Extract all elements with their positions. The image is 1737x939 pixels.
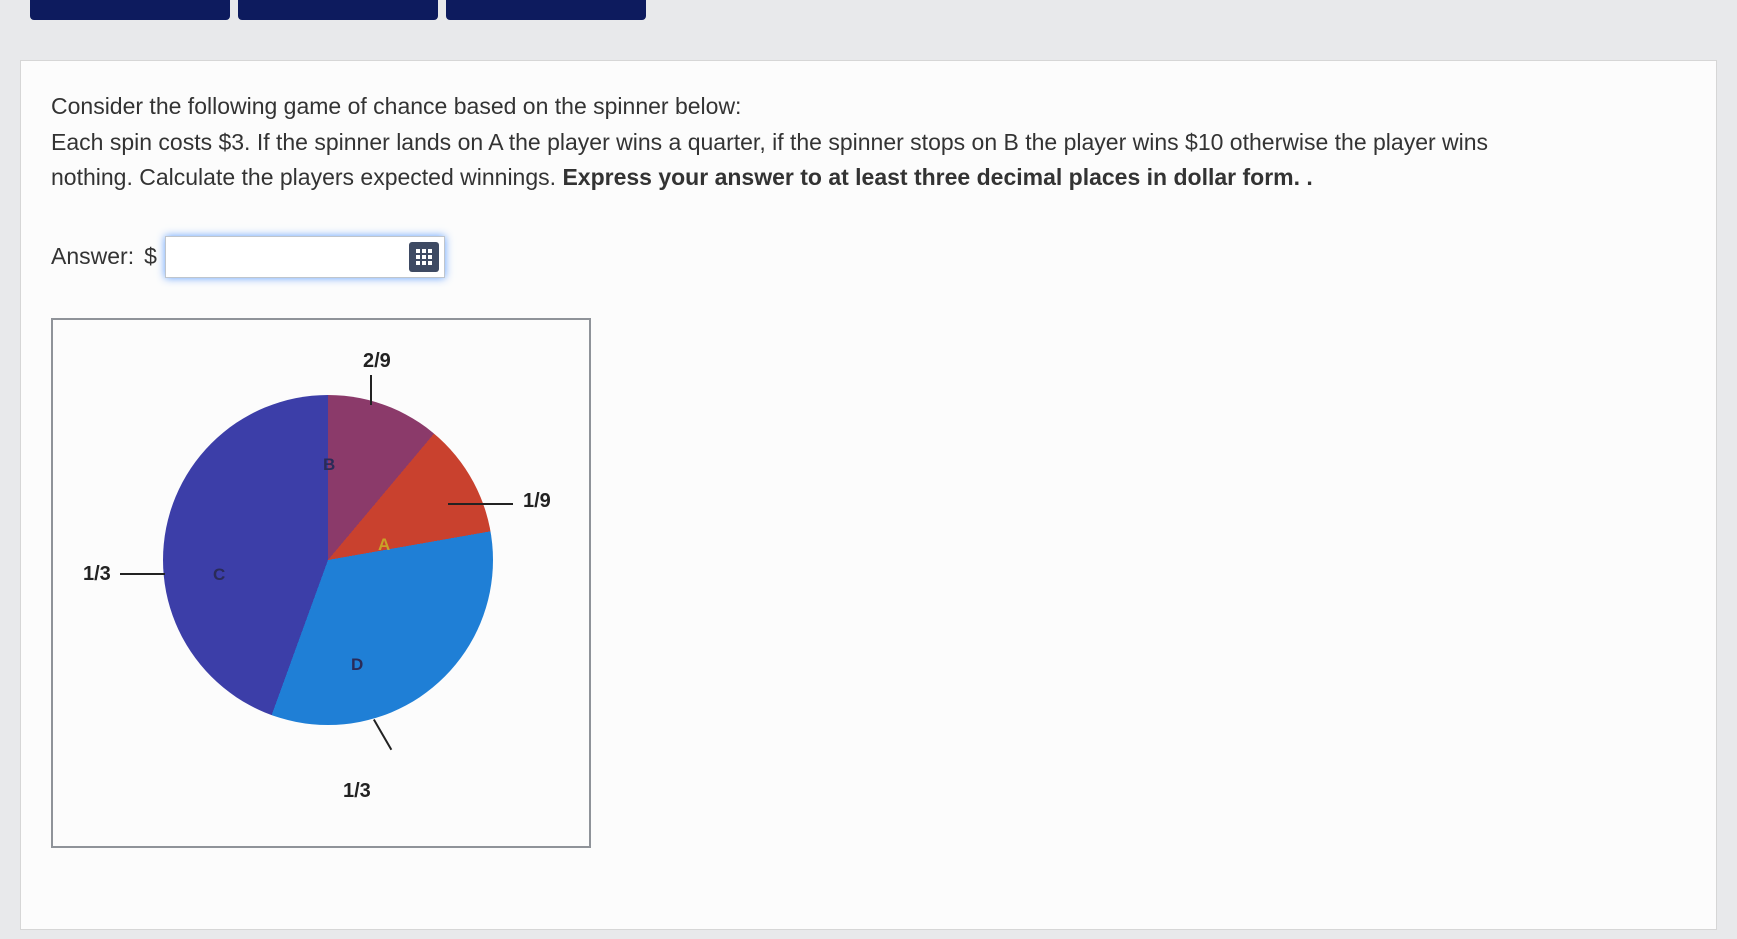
- fraction-label-c: 1/3: [83, 563, 111, 586]
- currency-symbol: $: [144, 243, 157, 270]
- leader-c: [120, 573, 165, 575]
- leader-d: [373, 719, 392, 750]
- question-text: Consider the following game of chance ba…: [51, 89, 1686, 196]
- fraction-label-b: 2/9: [363, 350, 391, 373]
- question-bold: Express your answer to at least three de…: [562, 164, 1312, 190]
- keypad-button[interactable]: [409, 242, 439, 272]
- question-line-1: Consider the following game of chance ba…: [51, 89, 1686, 125]
- fraction-label-a: 1/9: [523, 490, 551, 513]
- nav-button-1[interactable]: [30, 0, 230, 20]
- question-card: Consider the following game of chance ba…: [20, 60, 1717, 930]
- question-line-3: nothing. Calculate the players expected …: [51, 160, 1686, 196]
- keypad-icon: [416, 249, 432, 265]
- answer-row: Answer: $: [51, 236, 1686, 278]
- top-nav-buttons: [0, 0, 1737, 20]
- leader-a: [448, 503, 513, 505]
- fraction-label-d: 1/3: [343, 780, 371, 803]
- question-line-2: Each spin costs $3. If the spinner lands…: [51, 125, 1686, 161]
- slice-label-d: D: [351, 655, 363, 675]
- slice-label-b: B: [323, 455, 335, 475]
- spinner-pie: [163, 395, 493, 725]
- spinner-chart: 1/9 A 2/9 B 1/3 C 1/3 D: [51, 318, 591, 848]
- slice-label-a: A: [378, 535, 390, 555]
- answer-input[interactable]: [165, 236, 445, 278]
- nav-button-2[interactable]: [238, 0, 438, 20]
- leader-b: [370, 375, 372, 405]
- nav-button-3[interactable]: [446, 0, 646, 20]
- answer-label: Answer:: [51, 243, 134, 270]
- slice-label-c: C: [213, 565, 225, 585]
- answer-input-wrap: [165, 236, 445, 278]
